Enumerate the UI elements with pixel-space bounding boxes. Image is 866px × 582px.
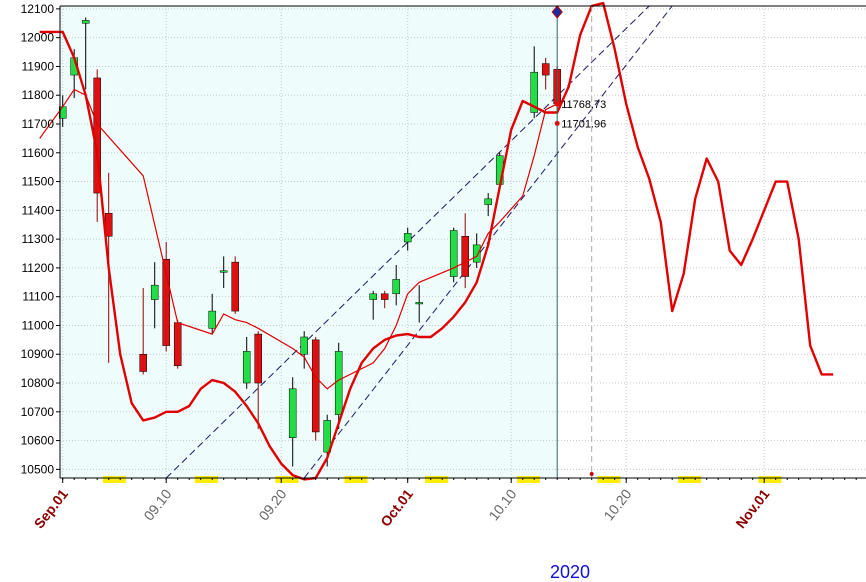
y-tick-label: 11800 — [22, 88, 55, 102]
y-axis: 10500 10600 10700 10800 10900 11000 11100 11200… — [21, 2, 866, 478]
candle — [415, 285, 423, 323]
candle-body — [254, 333, 262, 384]
candle — [472, 233, 481, 268]
y-tick-label: 11400 — [22, 203, 55, 217]
candle — [150, 262, 159, 329]
candle-body — [219, 270, 228, 273]
candle — [369, 290, 377, 320]
candle-body — [334, 351, 343, 415]
indicator-lines — [39, 1, 834, 481]
candle — [288, 377, 297, 467]
candle-body — [150, 284, 159, 300]
candle-body — [415, 302, 423, 305]
candle — [449, 227, 458, 283]
year-label: 2020 — [550, 562, 590, 582]
y-tick-label: 11900 — [22, 59, 55, 73]
candle-body — [162, 259, 170, 346]
candle — [139, 288, 147, 375]
y-tick-label: 10500 — [21, 462, 55, 476]
y-tick-label: 11100 — [22, 290, 54, 304]
candle-body — [81, 20, 90, 24]
y-tick-label: 10600 — [21, 434, 55, 448]
x-tick-label: Nov.01 — [732, 486, 772, 531]
price-label: 11701.96 — [561, 118, 606, 130]
candle — [162, 242, 170, 352]
candle — [392, 265, 400, 306]
candle — [380, 290, 389, 309]
candle-body — [461, 235, 469, 277]
y-tick-label: 10700 — [21, 405, 55, 419]
candle-body — [449, 230, 458, 277]
forecast-line — [39, 1, 834, 481]
candle — [254, 331, 262, 430]
candle — [403, 227, 412, 251]
price-point — [554, 120, 560, 126]
candles — [58, 17, 561, 467]
y-tick-label: 11000 — [22, 318, 55, 332]
candle-body — [300, 336, 308, 355]
candle — [311, 336, 320, 441]
y-tick-label: 11300 — [22, 232, 55, 246]
candle-body — [530, 71, 538, 113]
candle-body — [173, 322, 182, 367]
y-tick-label: 10900 — [21, 347, 55, 361]
x-tick-label: 10.10 — [485, 486, 519, 524]
candle-body — [380, 293, 389, 300]
candle — [242, 336, 251, 389]
x-tick-label: 09.20 — [255, 486, 289, 524]
y-tick-label: 10800 — [21, 376, 55, 390]
x-tick-label: Oct.01 — [377, 486, 416, 530]
candle — [541, 57, 550, 90]
markers: 11768.73 11701.96 — [551, 5, 606, 478]
candle — [173, 319, 182, 369]
candle-body — [392, 279, 400, 295]
price-label: 11768.73 — [561, 99, 606, 111]
forecast-day-dot — [589, 472, 594, 476]
candle — [219, 256, 228, 289]
candle-body — [541, 63, 550, 76]
candle-body — [472, 244, 481, 263]
candle-body — [403, 233, 412, 243]
thin-indicator-line — [39, 88, 558, 390]
candle — [484, 193, 492, 217]
candle-body — [139, 353, 147, 372]
y-tick-label: 11200 — [22, 261, 55, 275]
candle-body — [231, 261, 239, 312]
x-tick-label: 09.10 — [140, 486, 174, 524]
candle-body — [311, 339, 320, 433]
y-tick-label: 11700 — [22, 117, 55, 131]
current-day-marker — [551, 5, 563, 19]
candle-body — [288, 388, 297, 438]
candle-body — [242, 351, 251, 384]
x-tick-label: 10.20 — [600, 486, 634, 524]
y-tick-label: 12100 — [21, 2, 55, 16]
candle-body — [369, 293, 377, 300]
candle-body — [484, 198, 492, 205]
candle — [208, 293, 216, 335]
candle — [231, 256, 239, 314]
x-tick-label: Sep.01 — [31, 486, 72, 532]
history-background — [60, 6, 558, 478]
y-tick-label: 11600 — [22, 146, 55, 160]
y-tick-label: 11500 — [22, 175, 55, 189]
candle-body — [208, 310, 216, 329]
price-point — [554, 101, 560, 107]
x-axis: Sep.01 09.10 09.20 Oct.01 10.10 10.20 Nov.01 — [31, 477, 866, 532]
candle — [461, 213, 469, 289]
candle — [81, 17, 90, 90]
candle-body — [323, 420, 331, 453]
candle — [300, 331, 308, 369]
y-tick-label: 12000 — [21, 31, 55, 45]
